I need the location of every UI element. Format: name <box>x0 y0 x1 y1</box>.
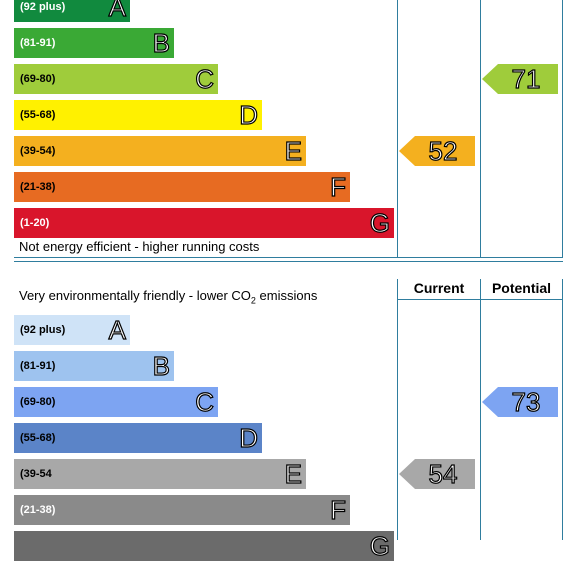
grid-line <box>397 299 563 300</box>
band-c: (69-80) C <box>14 386 218 418</box>
band-a: (92 plus) A <box>14 314 130 346</box>
band-range-label: (69-80) <box>20 73 56 85</box>
grid-line <box>397 0 398 258</box>
grid-line <box>14 261 563 262</box>
band-b: (81-91) B <box>14 350 174 382</box>
band-c: (69-80) C <box>14 63 218 95</box>
band-letter: B <box>152 350 171 381</box>
grid-line <box>480 279 481 540</box>
band-letter: D <box>239 99 259 130</box>
grid-line <box>562 279 563 540</box>
band-range-label: (1-20) <box>20 217 50 229</box>
environmental-rating-panel: Current Potential Very environmentally f… <box>14 261 563 561</box>
band-range-label: (81-91) <box>20 360 56 372</box>
band-range-label: (92 plus) <box>20 324 66 336</box>
grid-line <box>480 0 481 258</box>
energy-rating-panel: (92 plus) A (81-91) B (69-80) C (55-68) D (39-54… <box>0 0 577 260</box>
band-letter: G <box>369 207 390 238</box>
band-b: (81-91) B <box>14 27 174 59</box>
band-range-label: (69-80) <box>20 396 56 408</box>
grid-line <box>397 279 398 540</box>
band-range-label: (55-68) <box>20 109 56 121</box>
band-letter: F <box>330 494 347 525</box>
caption-subscript: 2 <box>250 295 256 306</box>
band-letter: D <box>239 422 259 453</box>
current-column-header: Current <box>413 280 465 296</box>
band-d: (55-68) D <box>14 422 262 454</box>
band-letter: G <box>369 530 390 561</box>
band-e: (39-54) E <box>14 135 306 167</box>
energy-bottom-caption: Not energy efficient - higher running co… <box>19 239 260 254</box>
potential-column-header: Potential <box>491 280 552 296</box>
band-letter: E <box>284 135 303 166</box>
band-range-label: (92 plus) <box>20 1 66 13</box>
band-letter: C <box>195 63 215 94</box>
caption-text: Very environmentally friendly - lower CO <box>19 288 251 303</box>
energy-potential-arrow: 71 <box>482 64 558 94</box>
band-letter: C <box>195 386 215 417</box>
band-a: (92 plus) A <box>14 0 130 23</box>
energy-current-arrow: 52 <box>399 136 475 166</box>
band-range-label: (39-54) <box>20 145 56 157</box>
band-f: (21-38) F <box>14 171 350 203</box>
band-letter: B <box>152 27 171 58</box>
band-range-label: (81-91) <box>20 37 56 49</box>
band-range-label: (55-68) <box>20 432 56 444</box>
band-g: G <box>14 530 394 561</box>
band-letter: E <box>284 458 303 489</box>
band-range-label: (21-38) <box>20 181 56 193</box>
caption-text-end: emissions <box>255 288 318 303</box>
environmental-current-arrow: 54 <box>399 459 475 489</box>
band-letter: A <box>108 314 127 345</box>
band-d: (55-68) D <box>14 99 262 131</box>
band-letter: A <box>108 0 127 23</box>
band-g: (1-20) G <box>14 207 394 239</box>
environmental-potential-arrow: 73 <box>482 387 558 417</box>
band-letter: F <box>330 171 347 202</box>
environmental-top-caption: Very environmentally friendly - lower CO… <box>19 288 317 306</box>
band-f: (21-38) F <box>14 494 350 526</box>
band-range-label: (39-54 <box>20 468 52 480</box>
band-range-label: (21-38) <box>20 504 56 516</box>
band-e: (39-54 E <box>14 458 306 490</box>
grid-line <box>14 257 563 258</box>
grid-line <box>562 0 563 258</box>
